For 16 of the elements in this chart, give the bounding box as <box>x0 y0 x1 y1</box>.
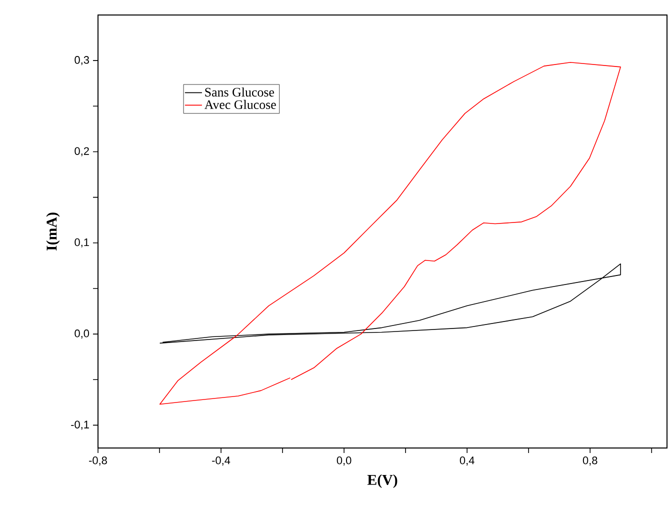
x-tick-label: 0,0 <box>336 456 352 466</box>
y-axis-title: I(mA) <box>46 212 60 250</box>
x-tick-label: 0,4 <box>460 456 474 466</box>
y-tick-label: 0,1 <box>74 238 89 248</box>
x-tick-label: -0,8 <box>89 456 107 466</box>
legend-label: Avec Glucose <box>204 100 276 110</box>
x-axis-title: E(V) <box>367 474 398 488</box>
y-tick-label: 0,2 <box>74 147 89 156</box>
x-tick-label: -0,4 <box>212 456 230 466</box>
y-tick-label: 0,0 <box>74 330 90 339</box>
y-tick-label: -0,1 <box>71 420 89 430</box>
legend-label: Sans Glucose <box>205 87 274 97</box>
line-series <box>159 62 621 405</box>
line-series <box>159 263 621 344</box>
x-tick-label: 0,8 <box>582 456 598 466</box>
y-tick-label: 0,3 <box>74 56 89 66</box>
